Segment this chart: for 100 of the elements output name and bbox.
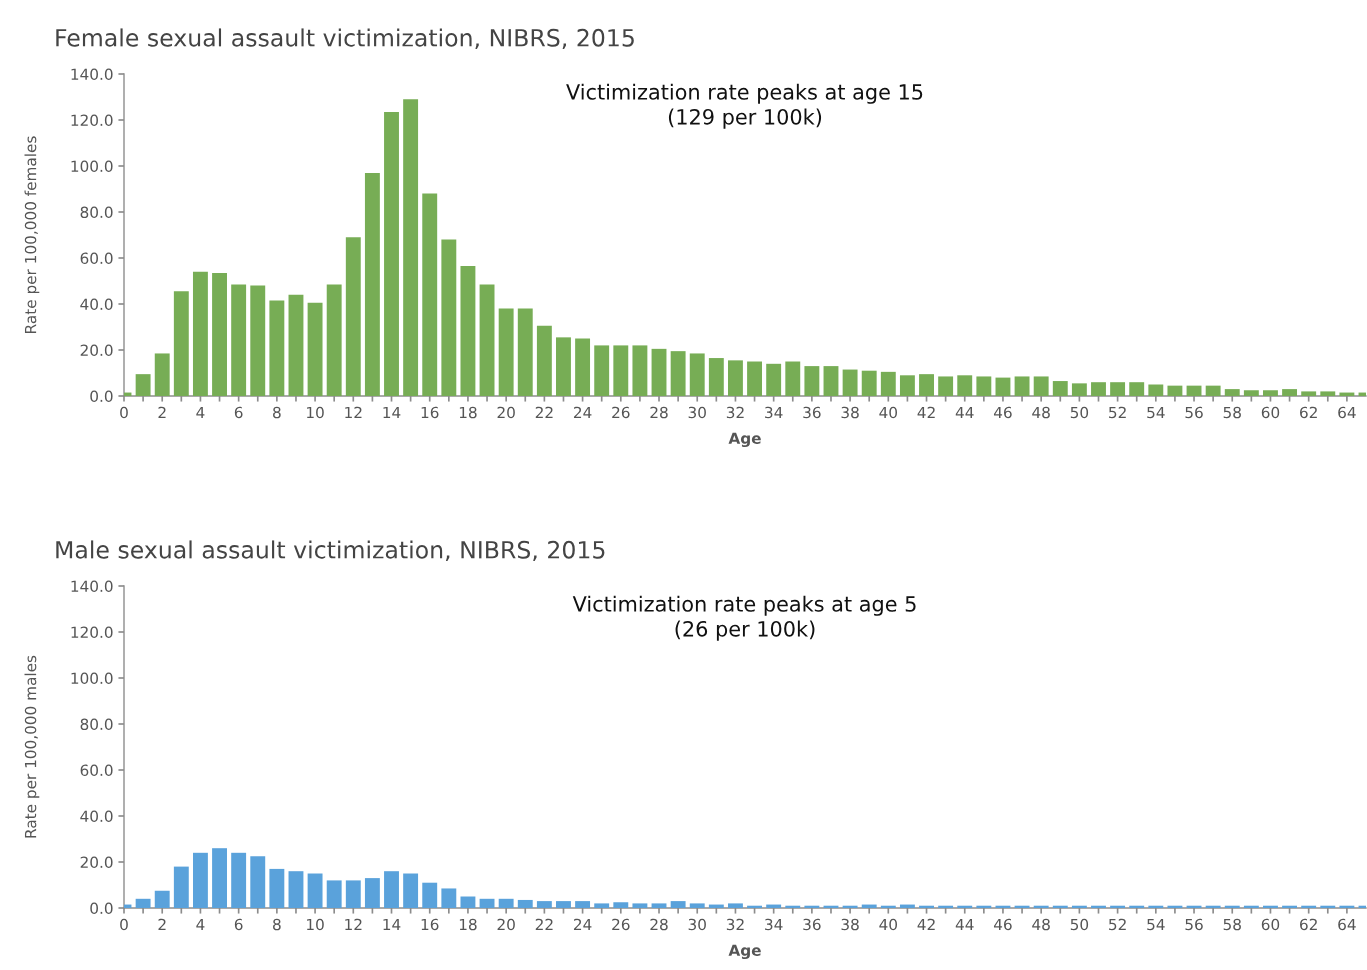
x-tick-label: 46 [993, 406, 1012, 419]
bar [307, 302, 323, 396]
x-tick-label: 26 [612, 406, 630, 419]
x-tick-label: 46 [993, 918, 1012, 931]
bar [938, 376, 954, 396]
x-tick-label: 44 [955, 406, 974, 419]
x-tick-label: 4 [196, 406, 205, 419]
x-tick-label: 12 [345, 406, 362, 419]
bar [575, 338, 591, 396]
chart-title: Female sexual assault victimization, NIBRS, 2015 [56, 28, 634, 50]
bar [269, 868, 285, 908]
bar [135, 374, 151, 396]
x-tick-label: 22 [535, 406, 553, 419]
bar [231, 852, 247, 908]
x-tick-label: 58 [1223, 406, 1241, 419]
x-tick-label: 4 [196, 918, 205, 931]
y-tick-label: 60.0 [80, 252, 113, 265]
y-tick-label: 40.0 [80, 298, 113, 311]
bar [135, 898, 151, 908]
bar [1282, 389, 1298, 396]
x-tick-label: 56 [1185, 918, 1203, 931]
x-tick-label: 6 [234, 918, 243, 931]
x-tick-label: 44 [955, 918, 974, 931]
bar [1263, 390, 1278, 396]
bar [632, 903, 648, 908]
x-tick-label: 50 [1070, 406, 1089, 419]
bar [479, 284, 495, 396]
bar [154, 890, 170, 908]
bar [1148, 384, 1164, 396]
x-tick-label: 34 [765, 918, 783, 931]
x-tick-label: 8 [273, 406, 281, 419]
x-tick-label: 64 [1338, 918, 1356, 931]
x-tick-label: 8 [273, 918, 281, 931]
bar [173, 866, 189, 908]
bar [556, 337, 571, 396]
x-tick-label: 12 [345, 918, 362, 931]
bar [1320, 391, 1336, 396]
bar [1224, 389, 1240, 396]
y-tick-label: 80.0 [80, 718, 113, 731]
bar [441, 239, 457, 396]
bar [1186, 385, 1202, 396]
x-tick-label: 34 [765, 406, 783, 419]
x-tick-label: 2 [158, 918, 166, 931]
bar [727, 360, 743, 396]
bar [1014, 376, 1030, 396]
y-tick-label: 0.0 [90, 390, 113, 403]
bar [899, 375, 915, 396]
bar [708, 358, 724, 396]
bar [766, 363, 782, 396]
bar [594, 903, 610, 908]
bar [460, 266, 476, 396]
x-tick-label: 54 [1147, 406, 1165, 419]
bar [1243, 390, 1259, 396]
x-tick-label: 18 [459, 406, 477, 419]
chart-title: Male sexual assault victimization, NIBRS, 2015 [56, 540, 605, 562]
bar [1205, 385, 1221, 396]
x-tick-label: 40 [879, 406, 898, 419]
x-tick-label: 24 [573, 406, 592, 419]
y-tick-label: 120.0 [71, 626, 113, 639]
bar [785, 361, 801, 396]
x-tick-label: 18 [459, 918, 477, 931]
bar [1110, 382, 1126, 396]
bar [307, 873, 323, 908]
bar [594, 345, 610, 396]
bar [288, 294, 304, 396]
bar [976, 376, 992, 396]
y-tick-label: 80.0 [80, 206, 113, 219]
y-tick-label: 140.0 [71, 68, 113, 81]
bar [1033, 376, 1049, 396]
bar [613, 902, 629, 908]
x-tick-label: 20 [497, 406, 515, 419]
bar [747, 361, 763, 396]
bar [422, 882, 438, 908]
x-tick-label: 38 [841, 406, 859, 419]
x-tick-label: 56 [1185, 406, 1203, 419]
y-tick-label: 20.0 [80, 856, 113, 869]
x-tick-label: 30 [688, 406, 706, 419]
y-tick-label: 60.0 [80, 764, 113, 777]
bar [670, 901, 686, 908]
bar [689, 353, 705, 396]
annotation: Victimization rate peaks at age 15 (129 per 100k) [566, 83, 923, 129]
x-tick-label: 0 [120, 406, 128, 419]
bar [154, 353, 170, 396]
x-tick-label: 52 [1109, 918, 1126, 931]
bar [403, 99, 419, 396]
bar [384, 871, 399, 908]
x-tick-label: 10 [307, 406, 324, 419]
y-tick-label: 0.0 [90, 902, 113, 915]
bar [517, 308, 533, 396]
x-tick-label: 30 [688, 918, 706, 931]
x-tick-label: 36 [803, 406, 821, 419]
x-tick-label: 2 [158, 406, 166, 419]
x-tick-label: 62 [1300, 406, 1317, 419]
bar [250, 856, 266, 908]
bar [364, 172, 380, 396]
bar [651, 903, 667, 908]
x-axis-title: Age [728, 432, 761, 448]
bar [384, 111, 399, 396]
x-tick-label: 24 [573, 918, 592, 931]
y-tick-label: 140.0 [71, 580, 113, 593]
